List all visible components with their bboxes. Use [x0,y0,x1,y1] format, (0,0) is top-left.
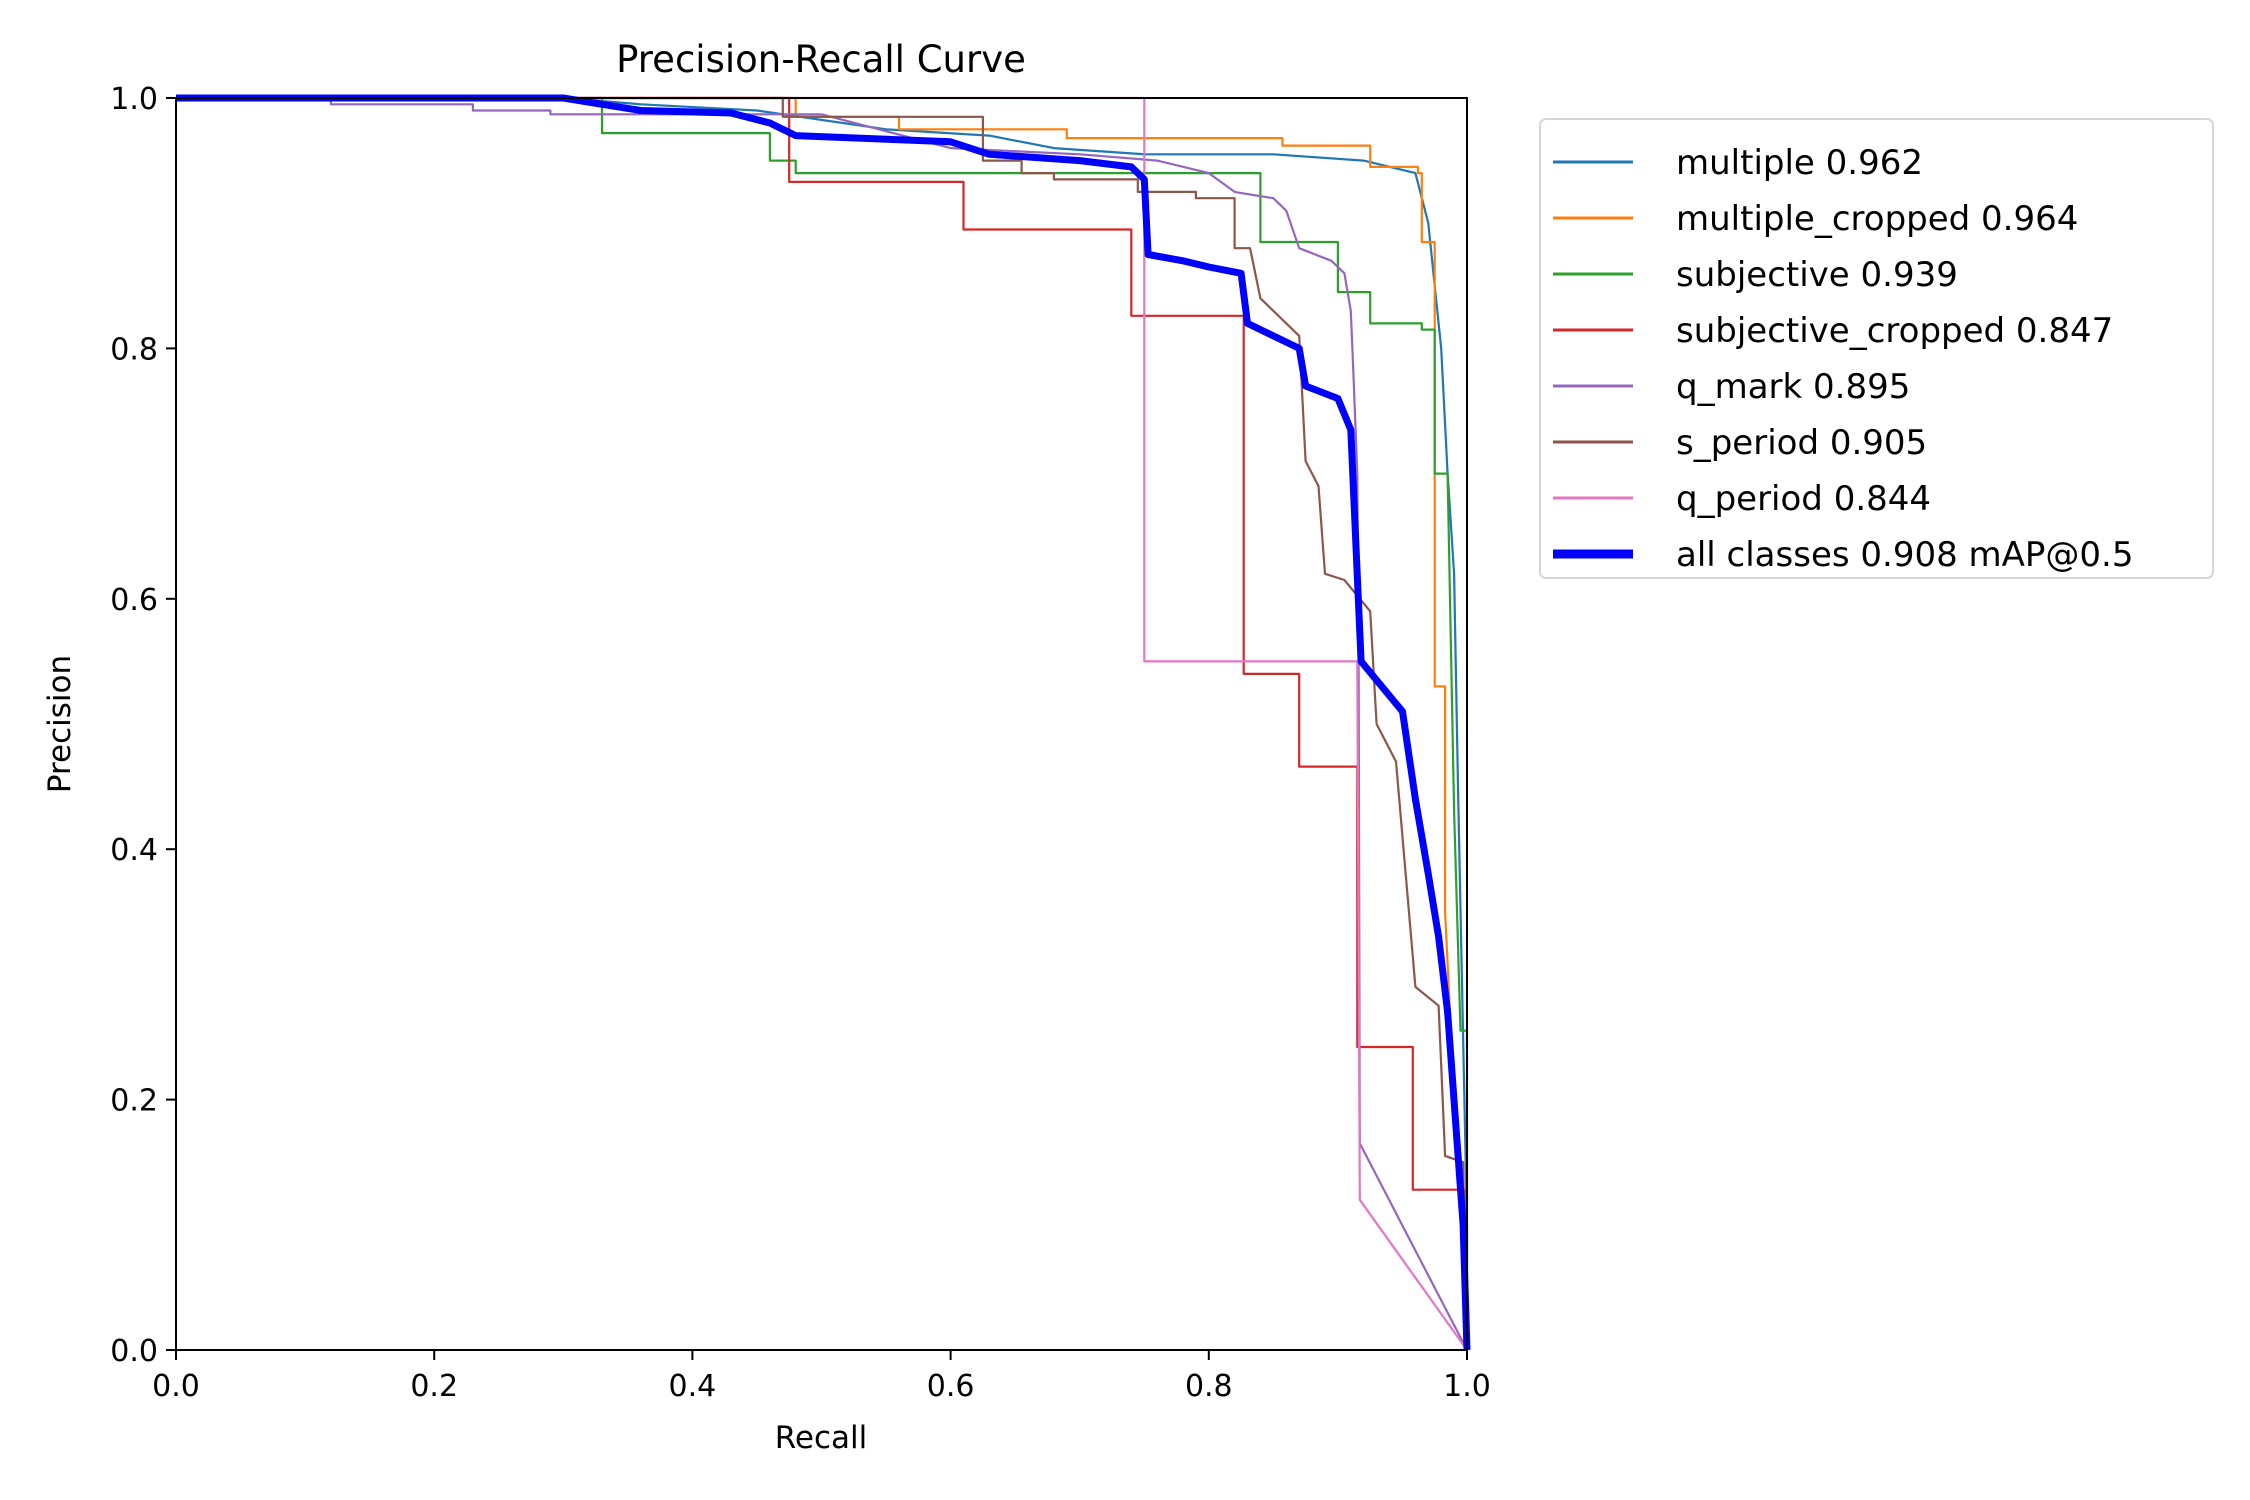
legend-label: subjective_cropped 0.847 [1676,311,2113,351]
legend-label: q_period 0.844 [1676,479,1931,519]
legend-label: all classes 0.908 mAP@0.5 [1676,535,2133,575]
x-axis-label: Recall [775,1420,868,1456]
series-line-1 [176,96,1469,1350]
y-tick-label: 0.4 [110,833,158,868]
x-tick-label: 0.6 [927,1369,975,1404]
axes-frame [175,97,1468,1351]
legend-label: q_mark 0.895 [1676,367,1910,407]
y-tick-label: 0.0 [110,1334,158,1369]
x-tick-label: 0.8 [1185,1369,1233,1404]
legend-label: subjective 0.939 [1676,255,1958,295]
chart-title: Precision-Recall Curve [616,38,1026,81]
legend: multiple 0.962 multiple_cropped 0.964 subj… [1539,118,2214,579]
series-line-5 [176,96,1469,1351]
x-ticks: 0.0 0.2 0.4 0.6 0.8 1.0 [152,1350,1491,1404]
x-tick-label: 0.2 [410,1369,458,1404]
y-tick-label: 1.0 [110,82,158,117]
series-line-4 [176,96,1468,1351]
series-line-3 [176,96,1469,1351]
series-line-7 [176,94,1471,1351]
y-tick-label: 0.8 [110,332,158,367]
legend-box [1539,118,2214,579]
series-line-2 [176,96,1469,1350]
y-ticks: 0.0 0.2 0.4 0.6 0.8 1.0 [110,82,176,1369]
y-tick-label: 0.6 [110,583,158,618]
x-tick-label: 0.4 [669,1369,717,1404]
legend-label: multiple 0.962 [1676,143,1923,183]
y-axis-label: Precision [42,655,78,793]
legend-label: multiple_cropped 0.964 [1676,199,2078,239]
legend-label: s_period 0.905 [1676,423,1927,463]
series-layer [176,94,1471,1351]
y-tick-label: 0.2 [110,1084,158,1119]
x-tick-label: 0.0 [152,1369,200,1404]
x-tick-label: 1.0 [1443,1369,1491,1404]
